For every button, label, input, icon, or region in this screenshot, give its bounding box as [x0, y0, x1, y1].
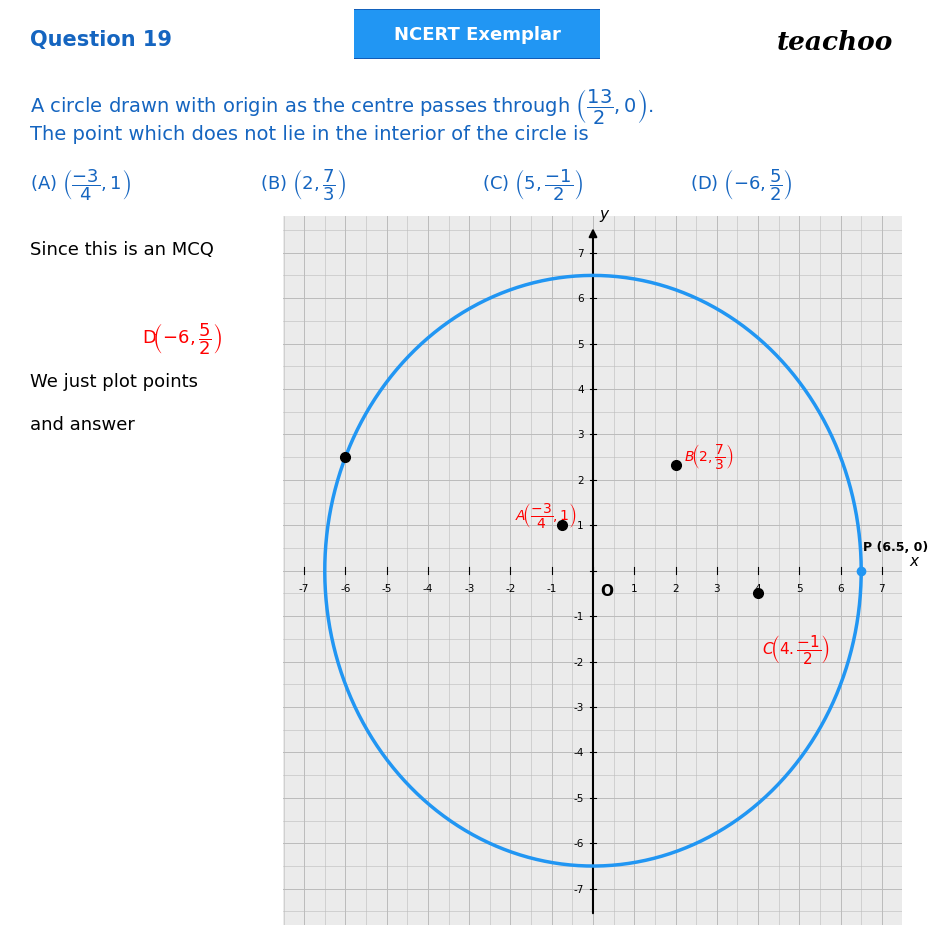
- Text: 7: 7: [577, 248, 583, 259]
- Text: and answer: and answer: [30, 415, 135, 433]
- Text: (D) $\left(-6,\dfrac{5}{2}\right)$: (D) $\left(-6,\dfrac{5}{2}\right)$: [689, 167, 792, 203]
- Text: 2: 2: [577, 476, 583, 485]
- Text: Question 19: Question 19: [30, 30, 172, 50]
- Text: -5: -5: [381, 583, 392, 594]
- Text: 1: 1: [577, 521, 583, 531]
- Text: -1: -1: [546, 583, 556, 594]
- Text: -4: -4: [422, 583, 432, 594]
- Text: -7: -7: [298, 583, 309, 594]
- Text: 5: 5: [577, 339, 583, 349]
- Text: 6: 6: [836, 583, 843, 594]
- Text: $\mathrm{D}\!\left(-6,\dfrac{5}{2}\right)$: $\mathrm{D}\!\left(-6,\dfrac{5}{2}\right…: [142, 321, 222, 357]
- Text: -1: -1: [573, 612, 583, 621]
- Text: $C\!\left(4.\dfrac{-1}{2}\right)$: $C\!\left(4.\dfrac{-1}{2}\right)$: [762, 632, 830, 666]
- Text: -2: -2: [573, 657, 583, 666]
- Text: 4: 4: [754, 583, 761, 594]
- Text: (A) $\left(\dfrac{-3}{4},1\right)$: (A) $\left(\dfrac{-3}{4},1\right)$: [30, 167, 131, 203]
- Text: $x$: $x$: [908, 554, 919, 569]
- Text: The point which does not lie in the interior of the circle is: The point which does not lie in the inte…: [30, 125, 588, 143]
- Text: NCERT Exemplar: NCERT Exemplar: [394, 25, 560, 44]
- Text: $y$: $y$: [598, 208, 610, 224]
- Text: A circle drawn with origin as the centre passes through $\left(\dfrac{13}{2},0\r: A circle drawn with origin as the centre…: [30, 87, 653, 126]
- Text: teachoo: teachoo: [776, 30, 892, 55]
- Text: -3: -3: [464, 583, 474, 594]
- Text: $B\!\left(2,\dfrac{7}{3}\right)$: $B\!\left(2,\dfrac{7}{3}\right)$: [683, 442, 733, 471]
- Text: (B) $\left(2,\dfrac{7}{3}\right)$: (B) $\left(2,\dfrac{7}{3}\right)$: [260, 167, 346, 203]
- Text: -2: -2: [505, 583, 515, 594]
- Text: -4: -4: [573, 748, 583, 758]
- Text: 5: 5: [795, 583, 801, 594]
- Text: 3: 3: [577, 430, 583, 440]
- Text: 2: 2: [671, 583, 678, 594]
- Text: 3: 3: [713, 583, 719, 594]
- FancyBboxPatch shape: [339, 8, 615, 61]
- Text: P (6.5, 0): P (6.5, 0): [863, 541, 928, 554]
- Text: 7: 7: [878, 583, 885, 594]
- Text: -6: -6: [573, 838, 583, 849]
- Text: 6: 6: [577, 294, 583, 304]
- Text: -6: -6: [340, 583, 350, 594]
- Text: We just plot points: We just plot points: [30, 373, 198, 391]
- Text: $A\!\left(\dfrac{-3}{4},1\right)$: $A\!\left(\dfrac{-3}{4},1\right)$: [514, 500, 576, 530]
- Text: 4: 4: [577, 384, 583, 395]
- Text: -7: -7: [573, 884, 583, 894]
- Text: -5: -5: [573, 793, 583, 803]
- Text: Since this is an MCQ: Since this is an MCQ: [30, 241, 214, 259]
- Text: (C) $\left(5,\dfrac{-1}{2}\right)$: (C) $\left(5,\dfrac{-1}{2}\right)$: [481, 167, 582, 203]
- Text: 1: 1: [631, 583, 637, 594]
- Text: -3: -3: [573, 702, 583, 713]
- Text: O: O: [599, 583, 613, 598]
